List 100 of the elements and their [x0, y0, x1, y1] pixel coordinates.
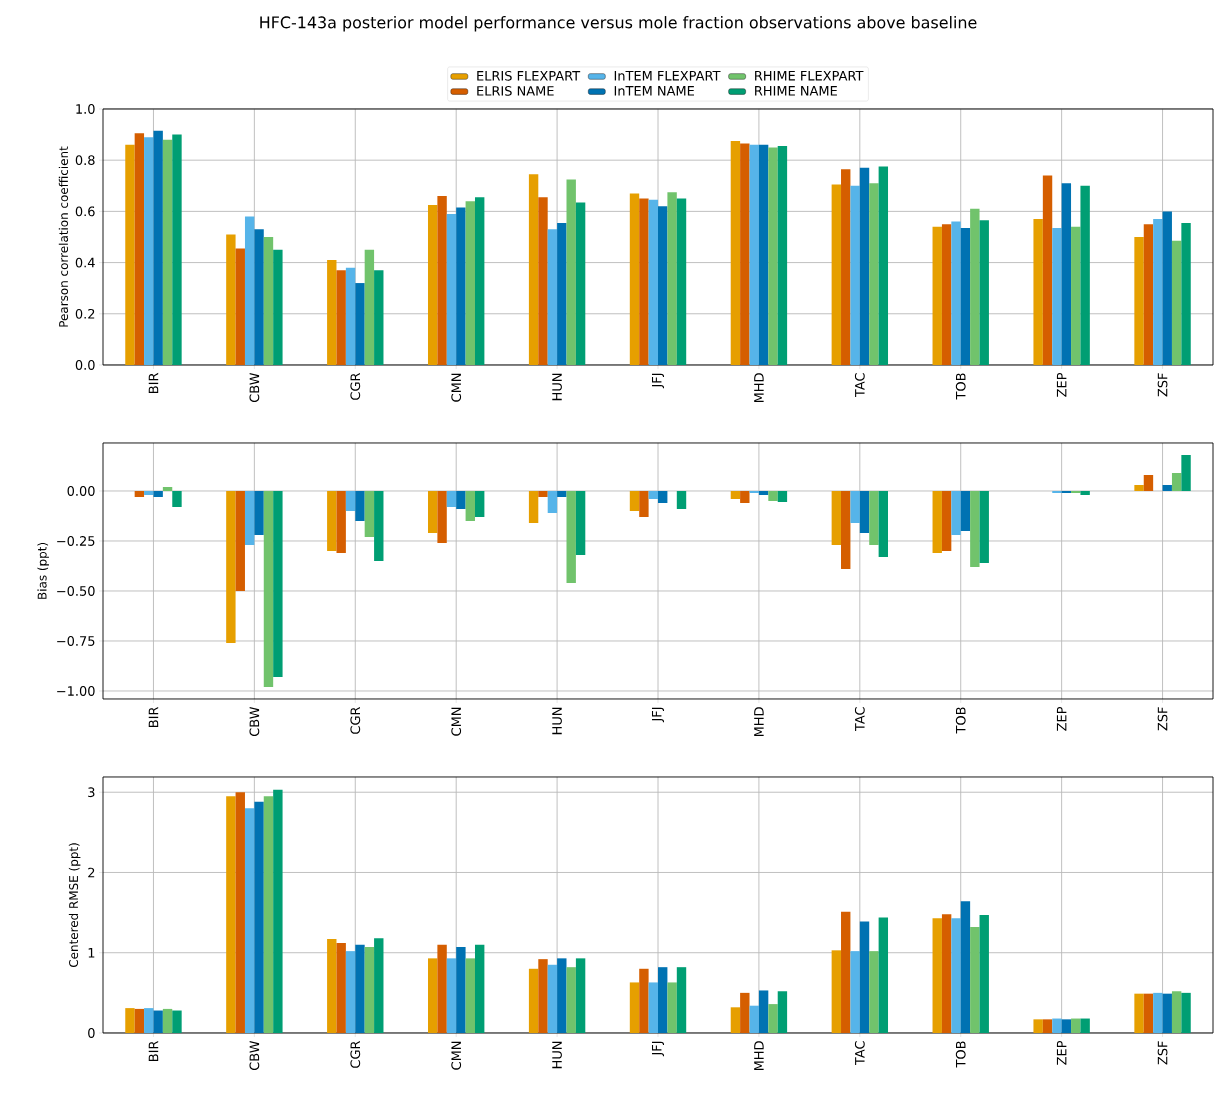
bar: [465, 201, 475, 365]
bar: [263, 490, 274, 687]
bar: [538, 490, 548, 497]
bar: [364, 947, 375, 1033]
x-tick-label: CMN: [451, 373, 462, 402]
bar: [850, 185, 860, 365]
bar: [951, 918, 961, 1033]
bar: [758, 144, 769, 365]
x-tick-label: MHD: [754, 373, 764, 403]
bar: [932, 226, 942, 365]
bar: [446, 490, 457, 507]
bar: [547, 964, 558, 1033]
bar: [528, 174, 539, 365]
bar: [1061, 1019, 1072, 1033]
bar: [575, 490, 586, 555]
x-tick-label: CGR: [350, 1040, 361, 1068]
bar: [932, 490, 942, 553]
bar: [1071, 490, 1081, 493]
bar: [740, 992, 750, 1033]
y-tick-label: −1.00: [57, 686, 95, 696]
bar: [162, 1008, 173, 1033]
legend-label: RHIME NAME: [755, 86, 837, 96]
y-tick-label: 0.00: [67, 486, 95, 496]
x-tick-label: JFJ: [651, 373, 665, 389]
bar: [749, 144, 759, 365]
bar: [162, 486, 173, 491]
bar: [831, 950, 842, 1033]
bar: [465, 958, 475, 1033]
x-tick-label: MHD: [754, 1041, 764, 1071]
bar: [364, 490, 375, 537]
bar: [235, 490, 245, 591]
bar: [859, 921, 870, 1033]
bar: [528, 968, 539, 1033]
bar: [1134, 236, 1144, 365]
bar: [153, 490, 163, 497]
bar: [951, 221, 961, 365]
bar: [941, 914, 952, 1033]
bar: [427, 204, 438, 365]
y-tick-label: 1.0: [76, 104, 95, 114]
bar: [932, 918, 942, 1033]
bar: [1171, 472, 1182, 491]
y-axis-title: Bias (ppt): [37, 542, 49, 599]
bar: [667, 192, 677, 365]
bar: [859, 167, 870, 365]
bar: [254, 229, 264, 365]
bar: [456, 490, 466, 509]
bar: [427, 958, 438, 1033]
bar: [658, 490, 668, 503]
bar: [446, 958, 457, 1033]
bar: [1071, 226, 1081, 365]
bar: [538, 197, 548, 365]
bar: [841, 911, 851, 1033]
x-tick-label: HUN: [552, 373, 562, 401]
bar: [364, 249, 375, 365]
bar: [960, 228, 971, 365]
y-tick-label: 0.4: [75, 257, 95, 268]
x-tick-label: TAC: [854, 707, 865, 732]
bar: [336, 943, 346, 1033]
bar: [629, 193, 640, 365]
bar: [327, 490, 337, 551]
bar: [941, 224, 952, 365]
bar: [1042, 1019, 1053, 1033]
bar: [878, 917, 889, 1033]
bar: [327, 939, 337, 1033]
x-tick-label: CMN: [451, 707, 462, 736]
bar: [575, 202, 586, 365]
chart-title: HFC-143a posterior model performance versus mole fraction observations above baseline: [260, 16, 977, 32]
bar: [768, 1004, 778, 1033]
y-tick-label: 1: [88, 948, 95, 958]
y-tick-label: −0.75: [57, 636, 95, 646]
bar: [1052, 228, 1062, 365]
bar: [547, 229, 558, 365]
bar: [878, 166, 889, 365]
bar: [474, 490, 485, 517]
y-tick-label: −0.25: [57, 536, 95, 546]
bar: [658, 206, 668, 365]
bar: [254, 490, 264, 535]
bar: [850, 951, 860, 1033]
bar: [841, 490, 851, 569]
bar: [658, 967, 668, 1033]
bar: [1080, 490, 1090, 495]
bar: [629, 982, 640, 1033]
bar: [355, 490, 365, 521]
bar: [557, 958, 567, 1033]
bar: [263, 796, 274, 1033]
bar: [730, 140, 741, 365]
bar: [841, 169, 851, 365]
bar: [235, 248, 245, 365]
y-tick-label: 3: [88, 787, 95, 798]
legend-label: ELRIS FLEXPART: [477, 70, 581, 81]
bar: [345, 951, 356, 1033]
y-tick-label: 0.2: [75, 308, 95, 319]
x-tick-label: BIR: [148, 1040, 159, 1061]
x-tick-label: ZSF: [1157, 707, 1168, 731]
bar: [979, 490, 989, 563]
bar: [134, 490, 145, 497]
legend-label: RHIME FLEXPART: [755, 71, 864, 81]
bar: [941, 490, 952, 551]
bar: [1052, 490, 1062, 493]
bar: [538, 959, 548, 1033]
